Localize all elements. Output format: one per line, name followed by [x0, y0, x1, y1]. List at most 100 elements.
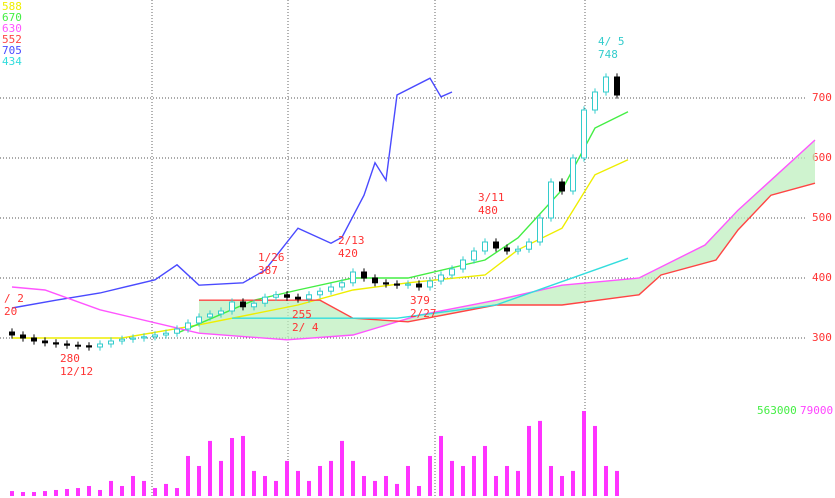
volume-bar [593, 425, 597, 496]
y-tick-label: 300 [812, 331, 832, 344]
annotation: 2/27 [410, 307, 437, 320]
annotation: 2/13 [338, 234, 365, 247]
legend-value: 588 [2, 0, 22, 13]
volume-bar [43, 491, 47, 496]
candle-body [64, 343, 70, 346]
y-tick-label: 700 [812, 91, 832, 104]
legend-value: 434 [2, 55, 22, 68]
volume-bar [131, 475, 135, 496]
volume-bar [373, 480, 377, 496]
candle-body [86, 345, 92, 348]
volume-bar [571, 470, 575, 496]
volume-bar [21, 492, 25, 496]
candle-body [31, 337, 37, 342]
volume-bar [241, 435, 245, 496]
candle-body [218, 310, 224, 315]
indicator-line [11, 139, 816, 341]
volume-bar [197, 465, 201, 496]
candle-body [240, 301, 246, 308]
volume-bar [538, 420, 542, 496]
volume-bar [582, 411, 586, 496]
volume-bar [428, 455, 432, 496]
candle-body [449, 268, 455, 276]
legend-value: 552 [2, 33, 22, 46]
legend-value: 670 [2, 11, 22, 24]
annotation: 2/ 4 [292, 321, 319, 334]
annotation: 20 [4, 305, 17, 318]
candle-body [119, 338, 125, 342]
y-tick-label: 500 [812, 211, 832, 224]
candle-body [328, 286, 334, 292]
candle-body [141, 336, 147, 339]
annotation: 255 [292, 308, 312, 321]
volume-bar [494, 475, 498, 496]
volume-bar [329, 460, 333, 496]
volume-bar [318, 465, 322, 496]
candle-body [504, 247, 510, 252]
volume-bar [98, 489, 102, 496]
candle-body [383, 282, 389, 285]
annotation: 1/26 [258, 251, 285, 264]
candle-body [9, 331, 15, 336]
candle-body [394, 283, 400, 286]
scale-label: 563000 [757, 404, 797, 417]
annotation: 3/11 [478, 191, 505, 204]
annotation: 480 [478, 204, 498, 217]
candle-body [614, 76, 620, 96]
candle-body [493, 241, 499, 249]
candle-body [97, 343, 103, 348]
volume-bar [175, 488, 179, 496]
volume-bar [252, 470, 256, 496]
legend-value: 630 [2, 22, 22, 35]
candle-body [482, 241, 488, 252]
candle-body [460, 259, 466, 270]
scale-label: 79000 [800, 404, 833, 417]
candle-body [185, 322, 191, 330]
candle-body [471, 250, 477, 261]
y-tick-label: 600 [812, 151, 832, 164]
candle-body [559, 181, 565, 192]
volume-bar [439, 435, 443, 496]
candle-body [130, 337, 136, 340]
indicator-line [199, 182, 816, 323]
volume-bar [142, 480, 146, 496]
volume-bar [406, 465, 410, 496]
candle-body [284, 294, 290, 298]
candle-body [350, 271, 356, 284]
cloud [199, 140, 815, 340]
annotation: / 2 [4, 292, 24, 305]
volume-bar [153, 488, 157, 496]
volume-bar [604, 465, 608, 496]
volume-bar [230, 438, 234, 496]
volume-bar [109, 480, 113, 496]
candle-body [306, 294, 312, 300]
candle-body [581, 109, 587, 159]
volume-bar [505, 465, 509, 496]
volume-bar [417, 485, 421, 496]
volume-bar [219, 460, 223, 496]
candle-body [537, 217, 543, 243]
candle-body [295, 296, 301, 300]
candle-body [427, 280, 433, 288]
volume-bar [560, 475, 564, 496]
volume-bar [54, 489, 58, 496]
indicator-line [232, 257, 629, 319]
volume-bar [296, 470, 300, 496]
candle-body [515, 248, 521, 252]
volume-bar [362, 475, 366, 496]
candle-body [361, 271, 367, 279]
candle-body [108, 340, 114, 345]
volume-bar [351, 460, 355, 496]
candle-body [20, 334, 26, 339]
candle-body [229, 301, 235, 312]
candle-body [152, 334, 158, 338]
candle-body [570, 157, 576, 192]
volume-bar [186, 455, 190, 496]
volume-bar [76, 488, 80, 496]
volume-bar [263, 475, 267, 496]
candle-body [372, 277, 378, 284]
volume-bar [340, 440, 344, 496]
volume-bar [516, 470, 520, 496]
candle-body [339, 282, 345, 288]
